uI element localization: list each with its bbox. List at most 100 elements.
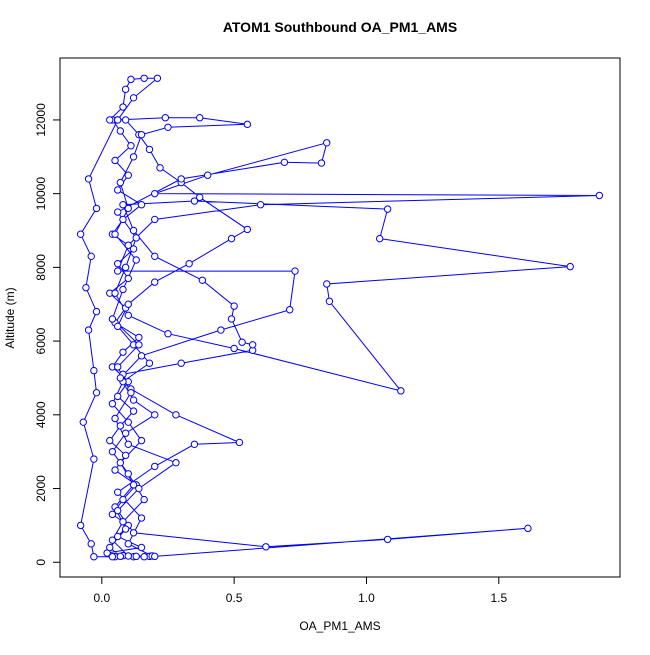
data-point <box>129 94 138 102</box>
data-point <box>129 396 138 404</box>
data-point <box>127 388 135 397</box>
x-tick-label: 0.5 <box>226 591 243 605</box>
data-point <box>151 215 159 224</box>
data-point <box>113 267 122 275</box>
data-point <box>124 300 132 308</box>
data-point <box>161 114 170 122</box>
data-point <box>137 201 146 209</box>
data-point <box>121 85 130 94</box>
data-point <box>90 366 98 375</box>
data-point <box>280 158 289 167</box>
data-point <box>164 123 172 131</box>
data-point <box>323 280 331 288</box>
data-point <box>87 540 95 548</box>
data-point <box>127 142 135 150</box>
data-point <box>203 171 212 179</box>
data-point <box>108 553 117 561</box>
data-point <box>124 470 132 478</box>
data-point <box>113 208 122 216</box>
y-tick-label: 2000 <box>34 475 48 502</box>
data-point <box>132 552 140 561</box>
data-point <box>124 418 132 426</box>
data-point <box>124 274 132 283</box>
data-point <box>121 525 130 533</box>
data-point <box>111 414 119 423</box>
data-point <box>113 116 122 124</box>
data-point <box>190 197 199 205</box>
data-point <box>113 488 122 496</box>
data-point <box>383 535 392 544</box>
data-point <box>113 506 122 515</box>
x-tick-label: 0.0 <box>93 591 110 605</box>
data-point <box>124 440 132 449</box>
data-point <box>256 201 265 209</box>
data-point <box>132 234 140 242</box>
data-point <box>106 436 114 445</box>
data-point <box>129 407 138 415</box>
data-point <box>113 392 122 401</box>
data-point <box>151 462 159 471</box>
data-point <box>119 201 127 209</box>
data-point <box>177 359 185 367</box>
data-point <box>92 307 101 316</box>
data-point <box>119 215 127 224</box>
data-point <box>113 259 122 268</box>
data-point <box>137 352 146 360</box>
data-point <box>185 259 193 268</box>
x-axis-title: OA_PM1_AMS <box>299 619 380 633</box>
data-point <box>116 178 125 187</box>
data-point <box>82 283 90 292</box>
data-point <box>90 455 98 463</box>
data-point <box>137 514 146 522</box>
data-point <box>111 156 119 165</box>
data-point <box>151 411 159 419</box>
data-point <box>135 484 143 493</box>
data-point <box>383 205 392 213</box>
data-point <box>124 171 132 179</box>
data-point <box>116 552 125 561</box>
y-tick-label: 0 <box>34 559 48 566</box>
chart-title: ATOM1 Southbound OA_PM1_AMS <box>223 19 457 35</box>
data-point <box>121 116 130 124</box>
data-point <box>116 422 125 430</box>
data-point <box>145 145 154 154</box>
data-point <box>235 438 244 447</box>
data-point <box>227 234 236 243</box>
data-point <box>172 459 180 467</box>
data-point <box>106 116 114 124</box>
data-point <box>397 387 405 395</box>
data-point <box>76 230 85 238</box>
data-point <box>325 297 334 305</box>
data-point <box>230 344 238 353</box>
data-point <box>323 139 331 147</box>
data-point <box>111 289 119 297</box>
data-point <box>129 529 138 537</box>
data-point <box>151 278 159 286</box>
data-point <box>140 553 148 561</box>
data-point <box>129 245 138 253</box>
y-tick-label: 6000 <box>34 327 48 354</box>
y-tick-label: 12000 <box>34 103 48 137</box>
data-point <box>243 120 252 129</box>
data-point <box>137 436 146 445</box>
data-point <box>156 164 164 172</box>
data-point <box>108 315 117 323</box>
data-point <box>375 234 384 243</box>
data-point <box>121 263 130 272</box>
data-point <box>151 189 159 198</box>
data-point <box>121 451 130 460</box>
data-point <box>116 374 125 382</box>
data-point <box>595 191 604 200</box>
data-point <box>116 459 125 467</box>
data-point <box>151 552 159 561</box>
data-point <box>129 153 138 161</box>
data-point <box>132 256 140 264</box>
data-point <box>121 429 130 437</box>
data-point <box>243 225 252 234</box>
data-point <box>190 440 199 449</box>
data-point <box>524 524 532 533</box>
data-point <box>113 363 122 371</box>
data-point <box>124 311 132 319</box>
